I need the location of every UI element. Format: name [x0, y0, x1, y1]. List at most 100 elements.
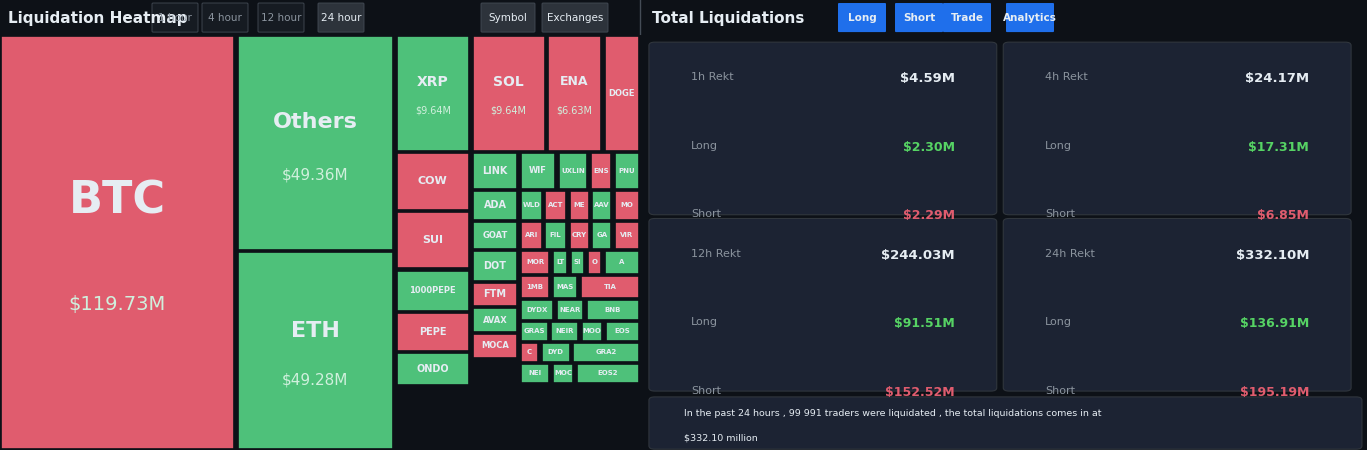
Text: MOR: MOR: [526, 260, 544, 266]
Text: $119.73M: $119.73M: [68, 295, 167, 314]
FancyBboxPatch shape: [895, 3, 943, 32]
FancyBboxPatch shape: [545, 221, 566, 248]
FancyBboxPatch shape: [521, 300, 554, 320]
Text: GRAS: GRAS: [524, 328, 545, 334]
FancyBboxPatch shape: [473, 334, 517, 358]
FancyBboxPatch shape: [586, 300, 638, 320]
FancyBboxPatch shape: [604, 251, 638, 274]
Text: 12 hour: 12 hour: [261, 13, 301, 23]
Text: $244.03M: $244.03M: [882, 249, 954, 262]
FancyBboxPatch shape: [554, 364, 573, 382]
FancyBboxPatch shape: [319, 3, 364, 32]
FancyBboxPatch shape: [541, 3, 608, 32]
Text: LINK: LINK: [483, 166, 507, 176]
FancyBboxPatch shape: [238, 252, 394, 450]
FancyBboxPatch shape: [541, 343, 570, 362]
Text: Trade: Trade: [950, 13, 983, 23]
FancyBboxPatch shape: [396, 270, 469, 311]
FancyBboxPatch shape: [1006, 3, 1054, 32]
Text: $332.10M: $332.10M: [1236, 249, 1310, 262]
Text: O: O: [592, 260, 597, 266]
Text: MOC: MOC: [554, 370, 573, 376]
FancyBboxPatch shape: [1003, 42, 1351, 215]
Text: COW: COW: [418, 176, 448, 186]
Text: 1MB: 1MB: [526, 284, 544, 290]
FancyBboxPatch shape: [521, 343, 537, 362]
Text: $6.63M: $6.63M: [556, 105, 592, 116]
FancyBboxPatch shape: [473, 191, 517, 220]
Text: VIR: VIR: [621, 232, 633, 238]
FancyBboxPatch shape: [152, 3, 198, 32]
FancyBboxPatch shape: [521, 221, 541, 248]
Text: LT: LT: [556, 260, 565, 266]
FancyBboxPatch shape: [545, 191, 566, 220]
Text: ENA: ENA: [560, 75, 589, 88]
Text: WIF: WIF: [529, 166, 547, 175]
Text: 4 hour: 4 hour: [208, 13, 242, 23]
FancyBboxPatch shape: [396, 212, 469, 269]
Text: GA: GA: [596, 232, 607, 238]
FancyBboxPatch shape: [604, 36, 638, 151]
FancyBboxPatch shape: [473, 283, 517, 306]
Text: $332.10 million: $332.10 million: [684, 433, 757, 442]
FancyBboxPatch shape: [591, 153, 611, 189]
Text: Analytics: Analytics: [1003, 13, 1057, 23]
Text: DOT: DOT: [484, 261, 507, 270]
Text: DYD: DYD: [548, 350, 563, 356]
FancyBboxPatch shape: [606, 322, 638, 341]
Text: NEI: NEI: [529, 370, 541, 376]
FancyBboxPatch shape: [649, 42, 997, 215]
Text: $6.85M: $6.85M: [1258, 209, 1310, 222]
FancyBboxPatch shape: [521, 276, 550, 298]
Text: SUI: SUI: [422, 235, 443, 245]
Text: EOS2: EOS2: [597, 370, 618, 376]
FancyBboxPatch shape: [649, 397, 1362, 449]
FancyBboxPatch shape: [1003, 219, 1351, 391]
FancyBboxPatch shape: [521, 153, 555, 189]
Text: Short: Short: [690, 386, 720, 396]
Text: 24 hour: 24 hour: [321, 13, 361, 23]
Text: Short: Short: [1046, 209, 1076, 219]
Text: $9.64M: $9.64M: [414, 105, 451, 116]
Text: $152.52M: $152.52M: [886, 386, 954, 399]
FancyBboxPatch shape: [649, 219, 997, 391]
FancyBboxPatch shape: [615, 191, 638, 220]
FancyBboxPatch shape: [838, 3, 886, 32]
Text: PEPE: PEPE: [420, 327, 447, 337]
FancyBboxPatch shape: [521, 191, 541, 220]
FancyBboxPatch shape: [396, 313, 469, 351]
FancyBboxPatch shape: [473, 153, 517, 189]
FancyBboxPatch shape: [559, 153, 586, 189]
Text: $17.31M: $17.31M: [1248, 141, 1310, 154]
Text: BTC: BTC: [68, 180, 165, 223]
FancyBboxPatch shape: [554, 251, 567, 274]
Text: $2.29M: $2.29M: [902, 209, 954, 222]
FancyBboxPatch shape: [582, 322, 603, 341]
FancyBboxPatch shape: [570, 191, 589, 220]
FancyBboxPatch shape: [551, 322, 578, 341]
Text: GOAT: GOAT: [483, 230, 507, 239]
FancyBboxPatch shape: [571, 251, 584, 274]
FancyBboxPatch shape: [573, 343, 638, 362]
Text: XRP: XRP: [417, 75, 448, 89]
Text: Long: Long: [690, 317, 718, 327]
FancyBboxPatch shape: [396, 36, 469, 151]
Text: Short: Short: [690, 209, 720, 219]
Text: $2.30M: $2.30M: [902, 141, 954, 154]
FancyBboxPatch shape: [592, 191, 611, 220]
Text: EOS: EOS: [614, 328, 630, 334]
FancyBboxPatch shape: [202, 3, 247, 32]
Text: AVAX: AVAX: [483, 315, 507, 324]
Text: FTM: FTM: [484, 289, 507, 299]
Text: WLD: WLD: [522, 202, 540, 208]
Text: $195.19M: $195.19M: [1240, 386, 1310, 399]
Text: FIL: FIL: [550, 232, 562, 238]
Text: $49.28M: $49.28M: [282, 373, 349, 388]
FancyBboxPatch shape: [481, 3, 534, 32]
FancyBboxPatch shape: [473, 251, 517, 280]
Text: NEIR: NEIR: [555, 328, 574, 334]
Text: MAS: MAS: [556, 284, 574, 290]
Text: TIA: TIA: [603, 284, 617, 290]
FancyBboxPatch shape: [615, 221, 638, 248]
Text: AAV: AAV: [595, 202, 610, 208]
